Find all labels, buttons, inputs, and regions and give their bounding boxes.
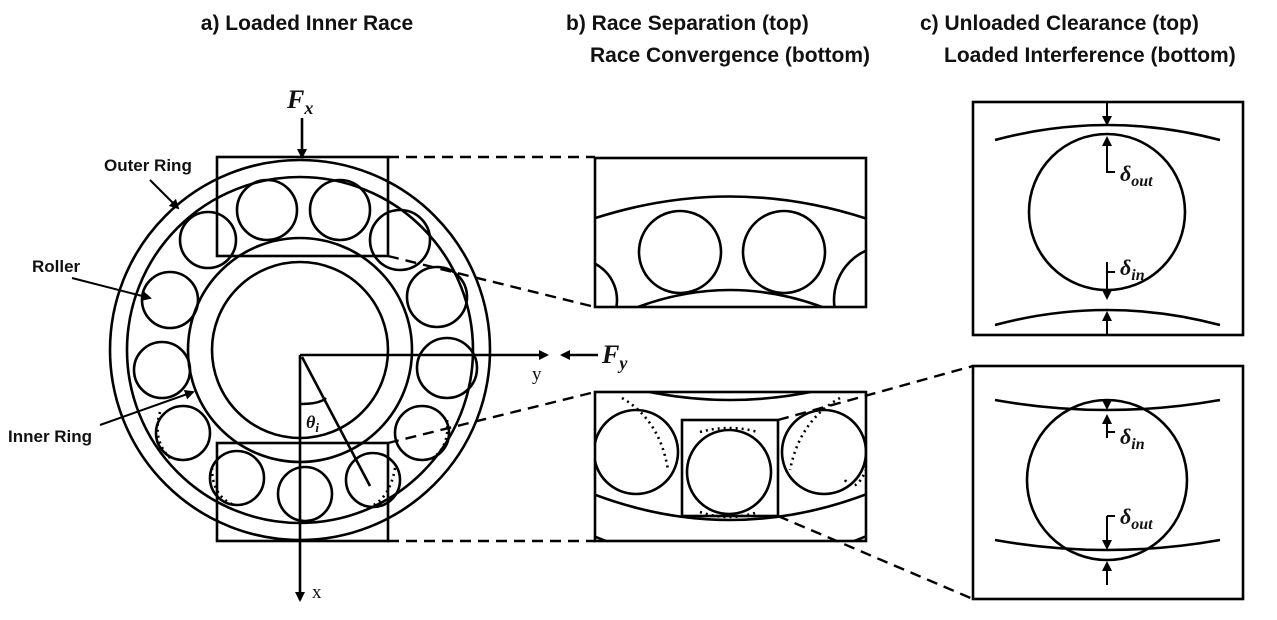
roller xyxy=(368,208,432,272)
theta-arc xyxy=(299,397,327,406)
zoom-box-bottom xyxy=(215,441,390,543)
heading-c-top: c) Unloaded Clearance (top) xyxy=(920,12,1199,35)
roller xyxy=(178,210,238,270)
delta-out-bottom: δout xyxy=(1120,504,1153,533)
heading-a: a) Loaded Inner Race xyxy=(201,12,413,35)
pointer-roller xyxy=(71,277,152,301)
force-fx-label: Fx xyxy=(286,85,313,118)
roller xyxy=(308,178,372,242)
zoom-connectors xyxy=(387,155,974,601)
delta-out-top: δout xyxy=(1120,161,1153,190)
zoom-panel-b-bottom xyxy=(593,390,868,543)
roller xyxy=(415,336,479,400)
force-fy-label: Fy xyxy=(601,340,628,373)
roller xyxy=(405,265,469,329)
zoom-panel-c-bottom xyxy=(971,364,1245,601)
heading-c-bottom: Loaded Interference (bottom) xyxy=(944,44,1236,67)
pointer-outer-ring xyxy=(149,179,180,210)
label-inner-ring: Inner Ring xyxy=(8,427,92,446)
loaded-contact-dots xyxy=(429,419,449,462)
delta-in-top: δin xyxy=(1120,255,1145,284)
pointer-inner-ring xyxy=(99,389,195,426)
roller xyxy=(393,404,451,462)
panel-c-top: δout δin xyxy=(971,100,1245,337)
heading-b-bottom: Race Convergence (bottom) xyxy=(590,44,870,67)
roller xyxy=(132,340,192,400)
roller xyxy=(235,178,299,242)
panel-a-bearing: y x θi Fx Fy Outer Ring Roller Inner Rin… xyxy=(8,85,628,603)
x-axis-label: x xyxy=(312,582,322,603)
roller xyxy=(140,270,200,330)
label-outer-ring: Outer Ring xyxy=(104,156,192,175)
roller xyxy=(344,451,402,509)
zoom-panel-b-top xyxy=(593,156,868,309)
panel-c-bottom: δin δout xyxy=(971,364,1245,601)
roller xyxy=(154,404,212,462)
delta-in-bottom: δin xyxy=(1120,424,1145,453)
label-roller: Roller xyxy=(32,257,81,276)
heading-b-top: b) Race Separation (top) xyxy=(566,12,809,35)
rollers xyxy=(132,178,479,523)
zoom-box-b-inner xyxy=(680,418,780,518)
y-axis-label: y xyxy=(532,364,542,385)
loaded-contact-dots xyxy=(156,411,171,459)
theta-symbol: θi xyxy=(306,412,319,435)
roller xyxy=(208,449,266,507)
theta-line xyxy=(300,356,372,487)
panel-b-bottom xyxy=(593,390,868,543)
roller xyxy=(276,465,334,523)
panel-b-top xyxy=(593,156,868,309)
